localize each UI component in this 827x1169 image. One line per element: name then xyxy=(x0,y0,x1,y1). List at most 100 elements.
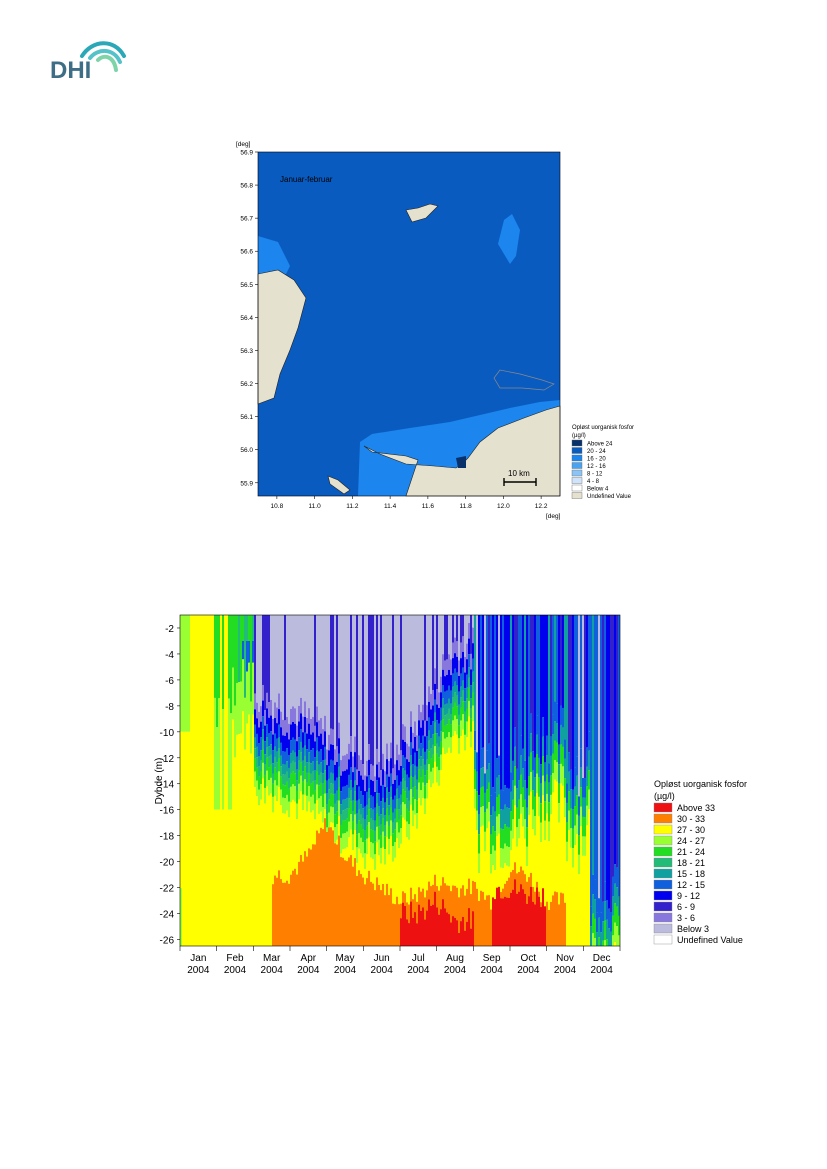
heatmap-cell xyxy=(596,615,599,913)
heatmap-cell xyxy=(466,737,469,889)
heatmap-cell xyxy=(476,791,479,811)
heatmap-cell xyxy=(364,830,367,841)
heatmap-cell xyxy=(428,751,431,765)
heatmap-cell xyxy=(364,791,367,807)
heatmap-cell xyxy=(342,615,345,756)
depth-x-tick-month: May xyxy=(336,953,355,964)
heatmap-cell xyxy=(260,760,263,771)
depth-y-label: Dybde (m) xyxy=(154,758,165,805)
heatmap-cell xyxy=(412,810,415,827)
heatmap-cell xyxy=(480,890,483,946)
heatmap-cell xyxy=(336,761,339,778)
heatmap-cell xyxy=(394,764,397,780)
heatmap-cell xyxy=(306,782,309,796)
heatmap-cell xyxy=(494,811,497,832)
heatmap-cell xyxy=(214,809,217,946)
heatmap-cell xyxy=(224,615,227,946)
heatmap-cell xyxy=(292,706,295,723)
depth-legend-swatch xyxy=(653,824,673,835)
heatmap-cell xyxy=(534,777,537,797)
heatmap-cell xyxy=(456,734,459,888)
heatmap-cell xyxy=(402,902,405,946)
heatmap-cell xyxy=(558,904,561,946)
heatmap-cell xyxy=(434,712,437,723)
heatmap-cell xyxy=(494,831,497,851)
heatmap-cell xyxy=(460,736,463,889)
heatmap-cell xyxy=(536,881,539,888)
heatmap-cell xyxy=(472,692,475,706)
heatmap-cell xyxy=(328,812,331,829)
heatmap-cell xyxy=(370,615,373,765)
heatmap-cell xyxy=(588,789,591,810)
heatmap-cell xyxy=(312,615,315,717)
heatmap-cell xyxy=(278,758,281,772)
heatmap-cell xyxy=(276,785,279,802)
heatmap-cell xyxy=(524,893,527,946)
heatmap-cell xyxy=(472,682,475,693)
heatmap-cell xyxy=(424,720,427,737)
heatmap-cell xyxy=(564,902,567,946)
heatmap-cell xyxy=(370,881,373,946)
heatmap-cell xyxy=(476,810,479,831)
depth-x-tick-month: Oct xyxy=(521,953,537,964)
heatmap-cell xyxy=(354,767,357,781)
heatmap-cell xyxy=(222,615,225,710)
heatmap-cell xyxy=(344,848,347,861)
heatmap-cell xyxy=(352,821,355,835)
heatmap-cell xyxy=(330,793,333,807)
heatmap-cell xyxy=(598,615,601,899)
heatmap-cell xyxy=(314,741,317,758)
depth-legend-unit: (µg/l) xyxy=(654,791,675,801)
heatmap-cell xyxy=(422,782,425,799)
heatmap-cell xyxy=(526,846,529,867)
heatmap-cell xyxy=(314,757,317,771)
heatmap-cell xyxy=(210,615,213,946)
heatmap-cell xyxy=(284,798,287,814)
heatmap-cell xyxy=(576,795,579,815)
depth-legend: Opløst uorganisk fosfor (µg/l) Above 333… xyxy=(653,779,747,945)
heatmap-cell xyxy=(454,917,457,946)
depth-legend-swatch xyxy=(653,934,673,945)
heatmap-cell xyxy=(318,751,321,765)
heatmap-cell xyxy=(290,763,293,774)
depth-legend-swatch xyxy=(653,879,673,890)
heatmap-cell xyxy=(584,836,587,856)
heatmap-cell xyxy=(378,793,381,807)
heatmap-cell xyxy=(348,787,351,799)
heatmap-cell xyxy=(254,758,257,772)
heatmap-cell xyxy=(480,615,483,749)
heatmap-cell xyxy=(576,756,579,776)
heatmap-cell xyxy=(426,736,429,750)
heatmap-cell xyxy=(444,908,447,946)
heatmap-cell xyxy=(520,615,523,736)
heatmap-cell xyxy=(374,830,377,842)
heatmap-cell xyxy=(482,615,485,748)
heatmap-cell xyxy=(458,704,461,715)
heatmap-cell xyxy=(258,789,261,806)
heatmap-cell xyxy=(350,615,353,737)
heatmap-cell xyxy=(602,901,605,922)
heatmap-cell xyxy=(374,841,377,855)
heatmap-cell xyxy=(324,793,327,810)
heatmap-cell xyxy=(278,748,281,759)
heatmap-cell xyxy=(390,758,393,774)
heatmap-cell xyxy=(366,804,369,816)
heatmap-cell xyxy=(464,734,467,751)
heatmap-cell xyxy=(420,727,423,744)
heatmap-cell xyxy=(434,722,437,734)
heatmap-cell xyxy=(266,708,269,725)
heatmap-cell xyxy=(586,747,589,767)
heatmap-cell xyxy=(278,724,281,738)
heatmap-cell xyxy=(580,615,583,749)
heatmap-cell xyxy=(416,766,419,780)
heatmap-cell xyxy=(402,768,405,779)
depth-legend-label: 30 - 33 xyxy=(677,814,705,824)
heatmap-cell xyxy=(228,615,231,699)
heatmap-cell xyxy=(528,814,531,878)
heatmap-cell xyxy=(312,716,315,733)
heatmap-cell xyxy=(450,922,453,946)
heatmap-cell xyxy=(584,797,587,817)
heatmap-cell xyxy=(384,836,387,850)
heatmap-cell xyxy=(238,734,241,946)
heatmap-cell xyxy=(250,753,253,946)
